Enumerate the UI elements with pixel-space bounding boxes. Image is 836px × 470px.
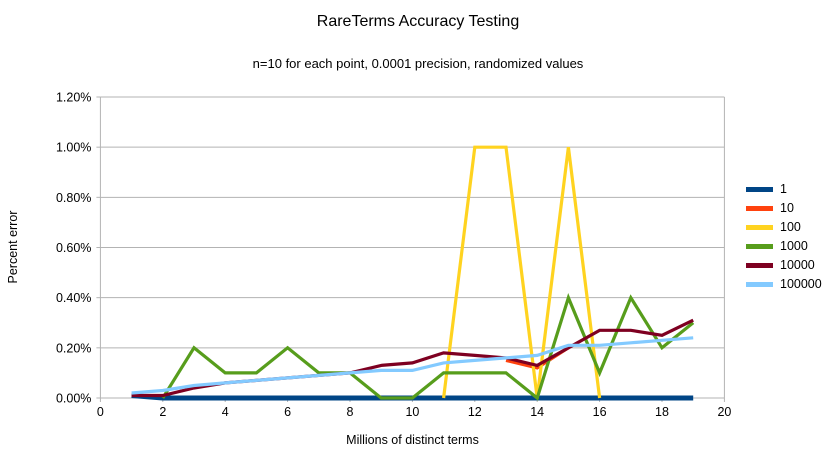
- y-tick-label: 1.00%: [56, 141, 91, 155]
- legend-item-1: 1: [746, 180, 822, 199]
- legend-label: 10000: [780, 258, 815, 272]
- x-tick-label: 10: [405, 405, 419, 419]
- x-tick-label: 20: [717, 405, 731, 419]
- chart-subtitle: n=10 for each point, 0.0001 precision, r…: [252, 56, 584, 71]
- y-tick-label: 0.20%: [56, 341, 91, 355]
- legend-color-swatch: [746, 263, 773, 268]
- legend-label: 10: [780, 201, 794, 215]
- legend-color-swatch: [746, 282, 773, 287]
- x-tick-label: 18: [655, 405, 669, 419]
- legend-item-100000: 100000: [746, 275, 822, 294]
- x-tick-label: 8: [347, 405, 354, 419]
- x-tick-label: 6: [284, 405, 291, 419]
- chart-title: RareTerms Accuracy Testing: [316, 13, 520, 30]
- series-line-100: [442, 145, 602, 399]
- y-tick-label: 0.00%: [56, 392, 91, 406]
- legend: 1 10 100 1000 10000 100000: [746, 180, 822, 294]
- legend-item-100: 100: [746, 218, 822, 237]
- legend-label: 100: [780, 220, 801, 234]
- series-line-1000: [161, 293, 695, 401]
- x-tick-label: 12: [468, 405, 482, 419]
- legend-color-swatch: [746, 244, 773, 249]
- legend-label: 1000: [780, 239, 808, 253]
- legend-item-10: 10: [746, 199, 822, 218]
- y-tick-label: 0.40%: [56, 291, 91, 305]
- legend-item-10000: 10000: [746, 256, 822, 275]
- legend-label: 1: [780, 182, 787, 196]
- legend-color-swatch: [746, 225, 773, 230]
- y-tick-label: 0.60%: [56, 241, 91, 255]
- series-line-100000: [131, 336, 694, 395]
- x-tick-label: 16: [593, 405, 607, 419]
- x-tick-label: 4: [222, 405, 229, 419]
- x-tick-label: 0: [97, 405, 104, 419]
- legend-color-swatch: [746, 206, 773, 211]
- legend-label: 100000: [780, 277, 822, 291]
- x-axis-title: Millions of distinct terms: [346, 433, 479, 447]
- x-tick-label: 14: [530, 405, 544, 419]
- y-tick-label: 1.20%: [56, 91, 91, 105]
- legend-color-swatch: [746, 187, 773, 192]
- y-tick-label: 0.80%: [56, 191, 91, 205]
- x-tick-label: 2: [159, 405, 166, 419]
- legend-item-1000: 1000: [746, 237, 822, 256]
- y-axis-title: Percent error: [6, 210, 20, 284]
